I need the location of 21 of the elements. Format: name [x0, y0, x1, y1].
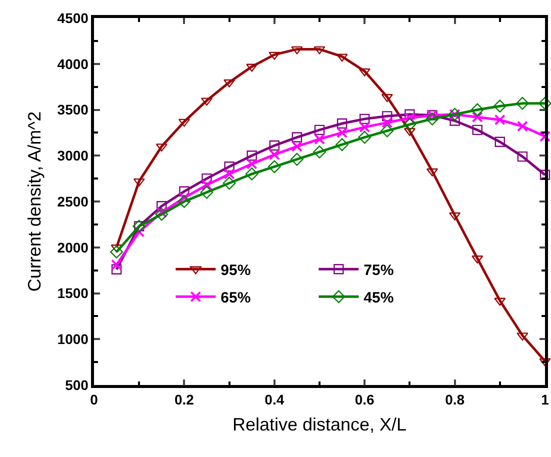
x-axis-title: Relative distance, X/L	[232, 414, 407, 435]
legend-label: 95%	[220, 262, 251, 279]
y-tick-label: 3500	[57, 102, 89, 118]
legend-label: 45%	[364, 290, 394, 307]
y-tick-label: 4500	[57, 10, 89, 26]
y-tick-label: 500	[65, 376, 89, 393]
y-tick-label: 2000	[57, 239, 89, 256]
y-tick-label: 1500	[57, 285, 89, 302]
y-axis-title: Current density, A/m^2	[24, 111, 44, 292]
y-tick-label: 3000	[57, 148, 89, 164]
y-tick-label: 2500	[57, 193, 89, 210]
y-tick-label: 4000	[57, 56, 89, 72]
x-tick-label: 0	[90, 392, 98, 408]
x-tick-label: 0.4	[264, 392, 284, 408]
x-tick-label: 0.6	[354, 392, 375, 408]
legend-label: 65%	[220, 290, 251, 307]
x-tick-label: 1	[541, 392, 550, 408]
legend-label: 75%	[364, 262, 394, 279]
x-tick-label: 0.2	[174, 392, 194, 408]
x-tick-label: 0.8	[445, 392, 465, 408]
y-tick-label: 1000	[57, 331, 89, 348]
